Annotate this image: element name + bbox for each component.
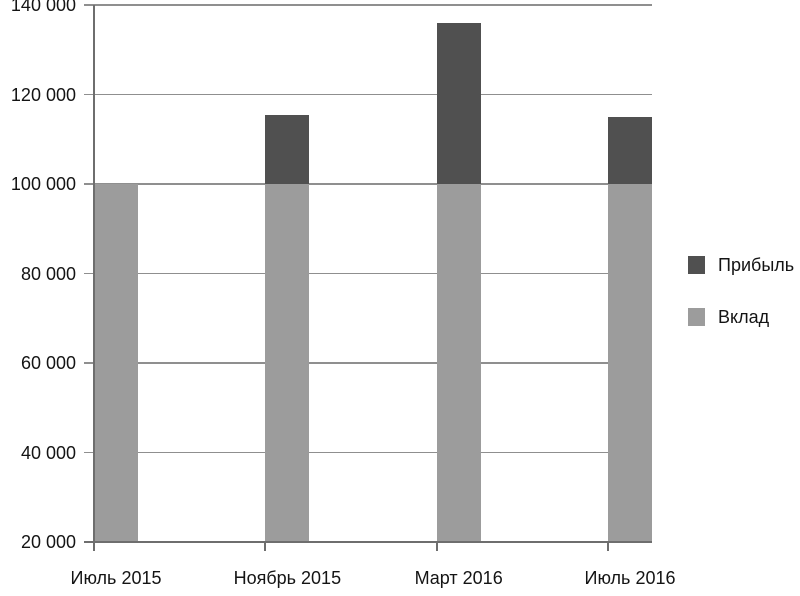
- bar-group: [608, 5, 652, 542]
- y-tick-label: 120 000: [10, 84, 76, 105]
- legend-item-profit: Прибыль: [688, 255, 794, 275]
- gridline: [84, 183, 652, 185]
- bar-segment: [436, 22, 481, 184]
- bar-group: [265, 5, 310, 542]
- bar-segment: [265, 114, 310, 184]
- bar-segment: [608, 116, 652, 184]
- x-axis-labels: Июль 2015 Ноябрь 2015 Март 2016 Июль 2016: [71, 567, 676, 591]
- bar-segment: [608, 184, 652, 542]
- y-tick-label: 100 000: [10, 174, 76, 194]
- x-tick-label: Июль 2015: [70, 568, 162, 588]
- y-tick-label: 80 000: [20, 263, 76, 284]
- x-ticks-layer: [93, 543, 652, 552]
- legend-item-deposit: Вклад: [688, 307, 794, 327]
- x-tick: [607, 543, 609, 551]
- gridline: [84, 451, 652, 454]
- gridlines-layer: [84, 4, 652, 542]
- y-tick-label: 40 000: [20, 442, 76, 463]
- x-tick-label: Июль 2016: [584, 568, 676, 588]
- x-tick: [435, 543, 438, 551]
- y-axis-line: [93, 5, 95, 551]
- x-tick: [264, 543, 267, 551]
- plot-area: [94, 5, 652, 542]
- gridline: [84, 362, 652, 364]
- x-axis-line: [84, 541, 652, 543]
- legend: Прибыль Вклад: [688, 255, 794, 327]
- legend-swatch-profit-icon: [688, 256, 705, 274]
- x-tick-label: Ноябрь 2015: [233, 568, 342, 588]
- legend-label-profit: Прибыль: [718, 255, 795, 275]
- bar-group: [94, 5, 138, 542]
- bar-segment: [436, 184, 481, 542]
- gridline: [84, 4, 652, 6]
- y-tick-label: 60 000: [20, 353, 76, 373]
- legend-label-deposit: Вклад: [718, 307, 770, 327]
- gridline: [84, 93, 652, 96]
- y-tick-label: 140 000: [10, 0, 76, 15]
- legend-swatch-deposit-icon: [688, 308, 705, 326]
- x-tick-label: Март 2016: [414, 568, 503, 588]
- bar-segment: [265, 184, 310, 542]
- bar-segment: [94, 184, 138, 542]
- y-tick-label: 20 000: [20, 532, 76, 552]
- y-axis-labels: 20 000 40 000 60 000 80 000 100 000 120 000 14…: [0, 0, 76, 552]
- gridline: [84, 272, 652, 275]
- bar-group: [436, 5, 481, 542]
